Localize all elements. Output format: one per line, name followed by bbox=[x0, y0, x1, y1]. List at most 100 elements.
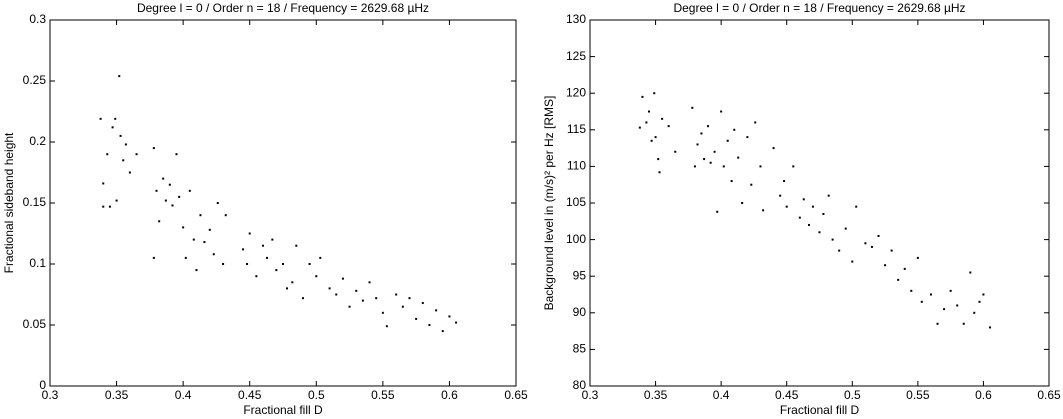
point bbox=[415, 317, 418, 320]
point bbox=[969, 271, 972, 274]
point bbox=[361, 299, 364, 302]
point bbox=[783, 180, 786, 183]
point bbox=[645, 121, 648, 124]
y-tick-label: 0.3 bbox=[29, 12, 46, 26]
point bbox=[111, 126, 114, 129]
point bbox=[188, 189, 191, 192]
y-tick-label: 110 bbox=[567, 159, 586, 173]
point bbox=[106, 153, 109, 156]
x-tick-label: 0.3 bbox=[42, 388, 59, 402]
point bbox=[638, 126, 641, 129]
y-tick-label: 100 bbox=[566, 232, 586, 246]
point bbox=[435, 309, 438, 312]
y-axis-label: Background level in (m/s)² per Hz [RMS] bbox=[542, 96, 556, 311]
point bbox=[792, 165, 795, 168]
point bbox=[178, 195, 181, 198]
point bbox=[455, 321, 458, 324]
point bbox=[910, 289, 913, 292]
point bbox=[903, 267, 906, 270]
point bbox=[315, 275, 318, 278]
point bbox=[808, 223, 811, 226]
point bbox=[128, 171, 131, 174]
point bbox=[713, 150, 716, 153]
point bbox=[700, 132, 703, 135]
point bbox=[441, 330, 444, 333]
point bbox=[693, 165, 696, 168]
point bbox=[108, 205, 111, 208]
point bbox=[335, 293, 338, 296]
point bbox=[737, 156, 740, 159]
point bbox=[707, 125, 710, 128]
y-tick-label: 130 bbox=[566, 12, 586, 26]
point bbox=[295, 244, 298, 247]
x-tick-label: 0.45 bbox=[775, 388, 799, 402]
point bbox=[224, 214, 227, 217]
y-tick-label: 85 bbox=[573, 342, 587, 356]
point bbox=[897, 278, 900, 281]
x-tick-label: 0.55 bbox=[371, 388, 395, 402]
point bbox=[716, 210, 719, 213]
point bbox=[118, 75, 121, 78]
point bbox=[661, 117, 664, 120]
point bbox=[956, 304, 959, 307]
point bbox=[870, 245, 873, 248]
point bbox=[275, 269, 278, 272]
point bbox=[730, 180, 733, 183]
point bbox=[916, 256, 919, 259]
point bbox=[199, 214, 202, 217]
point bbox=[822, 212, 825, 215]
point bbox=[818, 231, 821, 234]
y-tick-label: 0.15 bbox=[23, 195, 47, 209]
x-tick-label: 0.6 bbox=[441, 388, 458, 402]
y-tick-label: 0.05 bbox=[23, 317, 47, 331]
point bbox=[246, 263, 249, 265]
point bbox=[654, 136, 657, 139]
point bbox=[355, 289, 358, 292]
point bbox=[785, 205, 788, 208]
point bbox=[171, 204, 174, 207]
plot-area bbox=[589, 19, 1050, 387]
point bbox=[982, 293, 985, 296]
point bbox=[184, 256, 187, 259]
point bbox=[838, 249, 841, 252]
x-tick-label: 0.55 bbox=[906, 388, 930, 402]
point bbox=[99, 117, 102, 120]
point bbox=[648, 110, 651, 113]
point bbox=[168, 183, 171, 186]
point bbox=[271, 238, 274, 241]
point bbox=[703, 158, 706, 161]
point bbox=[348, 305, 351, 308]
point bbox=[831, 238, 834, 241]
x-tick-label: 0.35 bbox=[644, 388, 668, 402]
y-tick-label: 105 bbox=[566, 195, 586, 209]
point bbox=[674, 150, 677, 153]
point bbox=[208, 228, 211, 231]
y-axis-label: Fractional sideband height bbox=[2, 132, 16, 273]
point bbox=[216, 202, 219, 204]
point bbox=[164, 199, 167, 202]
point bbox=[943, 308, 946, 311]
point bbox=[448, 315, 451, 318]
point bbox=[175, 153, 178, 156]
point bbox=[152, 147, 155, 150]
point bbox=[155, 189, 158, 192]
point bbox=[746, 136, 749, 139]
point bbox=[152, 256, 155, 259]
point bbox=[650, 139, 653, 142]
point bbox=[212, 253, 215, 256]
point bbox=[308, 263, 311, 265]
point bbox=[162, 177, 165, 180]
y-tick-label: 0.2 bbox=[29, 134, 46, 148]
point bbox=[262, 244, 265, 247]
point bbox=[864, 242, 867, 245]
point bbox=[779, 194, 782, 197]
x-tick-label: 0.35 bbox=[105, 388, 129, 402]
point bbox=[978, 300, 981, 303]
x-tick-label: 0.45 bbox=[238, 388, 262, 402]
point bbox=[653, 92, 656, 95]
x-axis-label: Fractional fill D bbox=[780, 403, 860, 417]
point bbox=[884, 264, 887, 267]
point bbox=[381, 311, 384, 314]
